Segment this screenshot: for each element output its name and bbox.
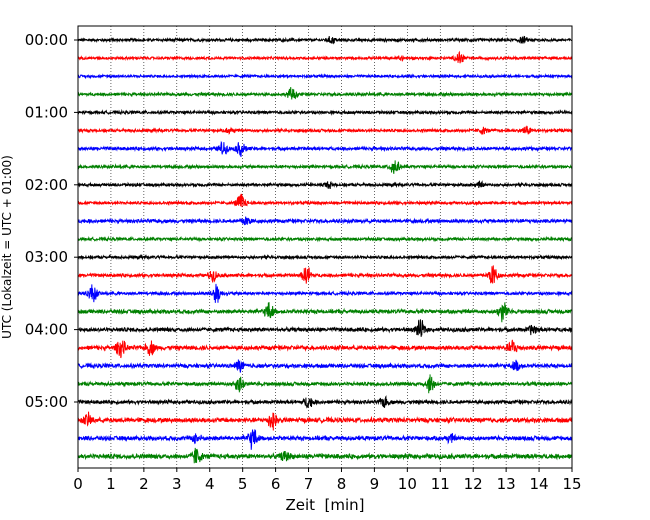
trace-0415: [78, 339, 572, 359]
x-tick-label: 2: [139, 475, 149, 493]
trace-0245: [78, 235, 572, 243]
trace-0215: [78, 193, 572, 208]
x-tick-label: 6: [271, 475, 281, 493]
trace-0030: [78, 73, 572, 80]
y-tick-label: 00:00: [25, 31, 68, 49]
trace-0200: [78, 180, 572, 189]
y-tick-label: 04:00: [25, 321, 68, 339]
trace-0145: [78, 160, 572, 174]
y-axis-label: UTC (Lokalzeit = UTC + 01:00): [0, 155, 14, 339]
x-tick-label: 9: [370, 475, 380, 493]
x-tick-label: 10: [398, 475, 417, 493]
x-tick-label: 14: [530, 475, 549, 493]
trace-0400: [78, 319, 572, 337]
x-tick-label: 0: [73, 475, 83, 493]
y-tick-label: 03:00: [25, 248, 68, 266]
plot-frame: [77, 25, 573, 469]
x-tick-label: 4: [205, 475, 215, 493]
trace-0300: [78, 253, 572, 261]
trace-0045: [78, 87, 572, 100]
trace-0515: [78, 411, 572, 431]
x-tick-label: 8: [337, 475, 347, 493]
x-tick-label: 5: [238, 475, 248, 493]
x-tick-label: 13: [497, 475, 516, 493]
trace-0430: [78, 359, 572, 373]
x-axis: 0 1 2 3 4 5 6 7 8 9 10 11 12 13 14 15: [73, 468, 582, 493]
y-tick-label: 01:00: [25, 103, 68, 121]
y-tick-label: 05:00: [25, 393, 68, 411]
trace-0130: [78, 140, 572, 157]
y-tick-label: 02:00: [25, 176, 68, 194]
x-tick-label: 15: [562, 475, 581, 493]
x-tick-label: 1: [106, 475, 116, 493]
trace-0000: [78, 35, 572, 45]
trace-0115: [78, 125, 572, 136]
trace-0500: [78, 395, 572, 409]
traces: [78, 35, 572, 464]
x-axis-label: Zeit [min]: [285, 496, 364, 514]
trace-0330: [78, 283, 572, 303]
x-tick-label: 7: [304, 475, 314, 493]
x-tick-label: 11: [431, 475, 450, 493]
x-tick-label: 12: [464, 475, 483, 493]
trace-0545: [78, 447, 572, 464]
y-axis: 00:00 01:00 02:00 03:00 04:00 05:00: [25, 31, 78, 411]
x-tick-label: 3: [172, 475, 182, 493]
trace-0015: [78, 50, 572, 64]
trace-0230: [78, 216, 572, 226]
trace-0315: [78, 265, 572, 284]
trace-0345: [78, 302, 572, 323]
trace-0530: [78, 429, 572, 450]
trace-0100: [78, 108, 572, 116]
trace-0445: [78, 374, 572, 394]
